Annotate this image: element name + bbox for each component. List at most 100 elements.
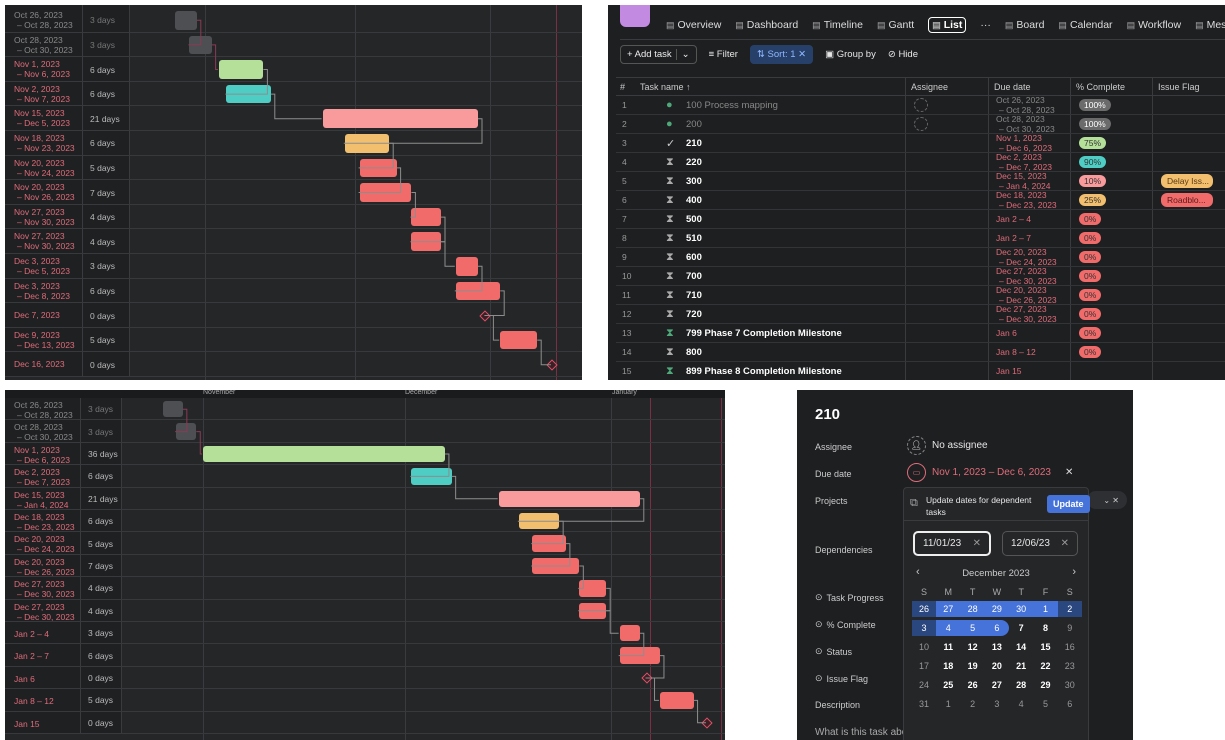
- tab-[interactable]: ···: [980, 17, 991, 33]
- due-date-cell[interactable]: Jan 8 – 12: [988, 343, 1070, 361]
- task-name[interactable]: 400: [686, 194, 702, 206]
- table-row[interactable]: 15 ⧗ 899 Phase 8 Completion Milestone Jan 1…: [616, 362, 1225, 380]
- clear-icon[interactable]: ✕: [1060, 538, 1069, 549]
- calendar-day[interactable]: 24: [918, 680, 929, 690]
- due-date-cell[interactable]: Oct 26, 2023– Oct 28, 2023: [988, 95, 1070, 115]
- table-row[interactable]: 9 ⧗ 600 Dec 20, 2023– Dec 24, 2023 0%: [616, 247, 1225, 267]
- table-row[interactable]: 6 ⧗ 400 Dec 18, 2023– Dec 23, 2023 25% Roadbl…: [616, 190, 1225, 210]
- due-date-cell[interactable]: Nov 1, 2023– Dec 6, 2023: [988, 133, 1070, 153]
- milestone-hourglass-icon[interactable]: ⧗: [666, 364, 674, 377]
- column-header[interactable]: % Complete: [1070, 78, 1152, 95]
- calendar-day[interactable]: 29: [991, 604, 1002, 614]
- hourglass-icon[interactable]: ⧗: [666, 231, 674, 244]
- table-row[interactable]: 10 ⧗ 700 Dec 27, 2023– Dec 30, 2023 0%: [616, 266, 1225, 286]
- table-row[interactable]: 13 ⧗ 799 Phase 7 Completion Milestone Jan 6…: [616, 324, 1225, 343]
- calendar-day[interactable]: 13: [991, 642, 1002, 652]
- calendar-day[interactable]: 12: [967, 642, 978, 652]
- pct-complete-cell[interactable]: 0%: [1070, 248, 1152, 266]
- assignee-field[interactable]: 👤︎ No assignee: [907, 436, 988, 455]
- status-field[interactable]: ⊙ Status: [815, 646, 852, 657]
- pct-complete-cell[interactable]: 0%: [1070, 267, 1152, 285]
- task-name[interactable]: 510: [686, 232, 702, 244]
- column-header[interactable]: Due date: [988, 78, 1070, 95]
- due-date-cell[interactable]: Dec 27, 2023– Dec 30, 2023: [988, 266, 1070, 286]
- hourglass-icon[interactable]: ⧗: [666, 193, 674, 206]
- hourglass-icon[interactable]: ⧗: [666, 345, 674, 358]
- calendar-day[interactable]: 25: [943, 680, 954, 690]
- task-name[interactable]: 100 Process mapping: [686, 99, 778, 111]
- hourglass-icon[interactable]: ⧗: [666, 212, 674, 225]
- calendar-day[interactable]: 5: [1042, 699, 1048, 709]
- pct-complete-cell[interactable]: 75%: [1070, 134, 1152, 152]
- pct-complete-cell[interactable]: 10%: [1070, 172, 1152, 190]
- due-date-cell[interactable]: Dec 27, 2023– Dec 30, 2023: [988, 304, 1070, 324]
- hourglass-icon[interactable]: ⧗: [666, 307, 674, 320]
- calendar-day[interactable]: 1: [1042, 604, 1048, 614]
- column-header[interactable]: Task name ↑: [640, 81, 691, 92]
- due-date-cell[interactable]: Jan 6: [988, 324, 1070, 342]
- task-bar[interactable]: [189, 35, 212, 55]
- clear-icon[interactable]: ✕: [972, 538, 981, 549]
- calendar-day[interactable]: 19: [967, 661, 978, 671]
- table-row[interactable]: 8 ⧗ 510 Jan 2 – 7 0%: [616, 229, 1225, 248]
- issue-flag-field[interactable]: ⊙ Issue Flag: [815, 673, 868, 684]
- calendar-day[interactable]: 14: [1016, 642, 1027, 652]
- due-date-cell[interactable]: Jan 15: [988, 362, 1070, 380]
- assignee-cell[interactable]: [905, 172, 988, 190]
- task-name[interactable]: 799 Phase 7 Completion Milestone: [686, 327, 842, 339]
- task-bar[interactable]: [579, 602, 607, 619]
- calendar-day[interactable]: 3: [912, 620, 936, 636]
- prev-month-icon[interactable]: ‹: [916, 566, 920, 578]
- calendar-day[interactable]: 27: [991, 680, 1002, 690]
- issue-flag-cell[interactable]: [1152, 115, 1225, 133]
- assignee-cell[interactable]: [905, 134, 988, 152]
- due-date-cell[interactable]: Dec 18, 2023– Dec 23, 2023: [988, 190, 1070, 210]
- hourglass-icon[interactable]: ⧗: [666, 250, 674, 263]
- calendar-day[interactable]: 2: [1057, 601, 1082, 617]
- chevron-down-icon[interactable]: ⌄: [675, 49, 690, 60]
- group-by-button[interactable]: ▣ Group by: [825, 49, 876, 60]
- pct-complete-cell[interactable]: 0%: [1070, 324, 1152, 342]
- task-bar[interactable]: [359, 183, 412, 202]
- task-bar[interactable]: [203, 445, 445, 463]
- pct-complete-field[interactable]: ⊙% Complete: [815, 619, 876, 630]
- table-row[interactable]: 4 ⧗ 220 Dec 2, 2023– Dec 7, 2023 90%: [616, 152, 1225, 172]
- task-name[interactable]: 720: [686, 308, 702, 320]
- task-name[interactable]: 700: [686, 270, 702, 282]
- task-bar[interactable]: [411, 468, 452, 485]
- table-row[interactable]: 7 ⧗ 500 Jan 2 – 4 0%: [616, 210, 1225, 229]
- assignee-cell[interactable]: [905, 96, 988, 114]
- task-name[interactable]: 500: [686, 213, 702, 225]
- calendar-day[interactable]: 20: [991, 661, 1002, 671]
- task-name[interactable]: 200: [686, 118, 702, 130]
- assignee-cell[interactable]: [905, 248, 988, 266]
- issue-flag-cell[interactable]: [1152, 153, 1225, 171]
- assignee-cell[interactable]: [905, 343, 988, 361]
- calendar-day[interactable]: 4: [1018, 699, 1024, 709]
- issue-flag-cell[interactable]: [1152, 229, 1225, 247]
- task-name[interactable]: 300: [686, 175, 702, 187]
- calendar-day[interactable]: 27: [943, 604, 954, 614]
- pct-complete-cell[interactable]: 0%: [1070, 210, 1152, 228]
- calendar-day[interactable]: 16: [1064, 642, 1075, 652]
- task-bar[interactable]: [411, 207, 441, 227]
- calendar-day[interactable]: 28: [967, 604, 978, 614]
- check-circle-icon[interactable]: ●: [666, 99, 673, 111]
- issue-flag-cell[interactable]: [1152, 210, 1225, 228]
- calendar-day[interactable]: 11: [943, 642, 954, 652]
- issue-flag-cell[interactable]: [1152, 286, 1225, 304]
- due-date-cell[interactable]: Dec 20, 2023– Dec 24, 2023: [988, 247, 1070, 267]
- calendar-day[interactable]: 21: [1016, 661, 1027, 671]
- issue-flag-cell[interactable]: [1152, 267, 1225, 285]
- assignee-cell[interactable]: [905, 324, 988, 342]
- task-bar[interactable]: [455, 281, 501, 301]
- assignee-cell[interactable]: [905, 191, 988, 209]
- hourglass-icon[interactable]: ⧗: [666, 269, 674, 282]
- tab-dashboard[interactable]: ▤ Dashboard: [735, 17, 798, 33]
- table-row[interactable]: 12 ⧗ 720 Dec 27, 2023– Dec 30, 2023 0%: [616, 304, 1225, 324]
- task-bar[interactable]: [411, 232, 441, 251]
- issue-flag-cell[interactable]: [1152, 324, 1225, 342]
- tab-messag[interactable]: ▤Messag: [1195, 17, 1225, 33]
- table-row[interactable]: 14 ⧗ 800 Jan 8 – 12 0%: [616, 343, 1225, 362]
- calendar-day[interactable]: 17: [918, 661, 929, 671]
